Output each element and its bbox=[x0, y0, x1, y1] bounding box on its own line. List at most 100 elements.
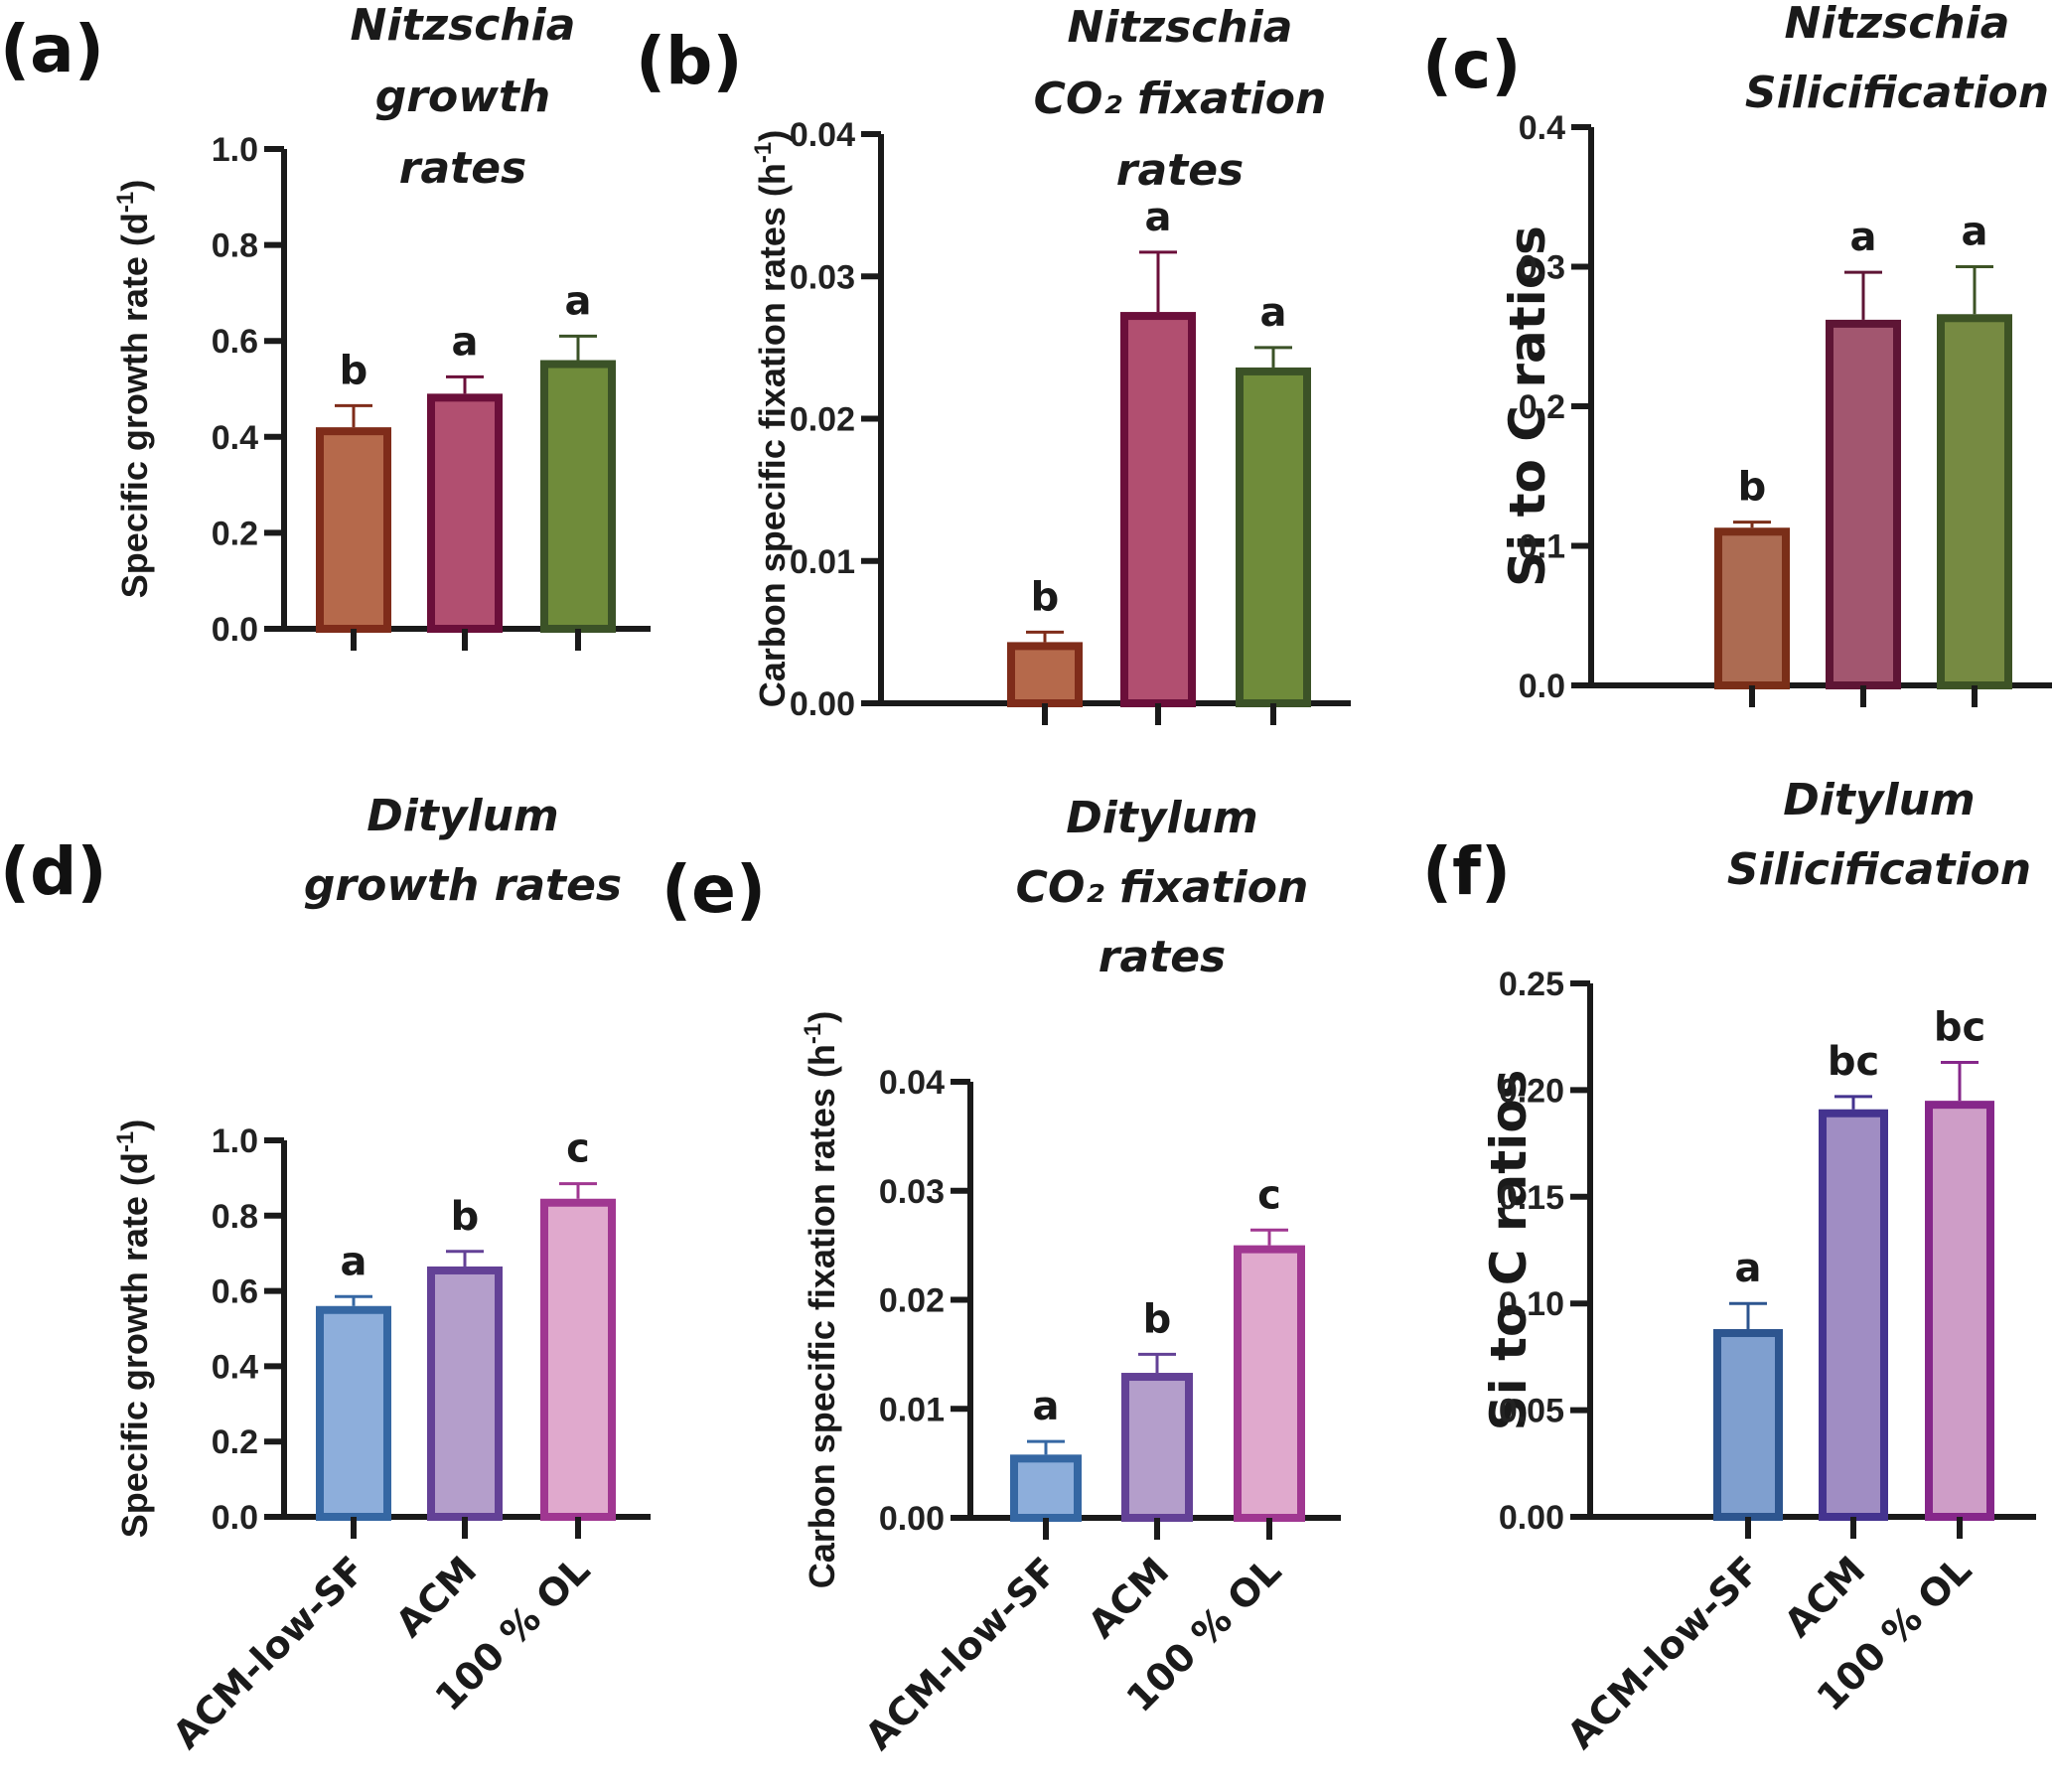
panel-title-line: rates bbox=[399, 143, 526, 194]
significance-letter: b bbox=[451, 1194, 480, 1240]
significance-letter: c bbox=[1257, 1172, 1281, 1218]
panel-title-line: Ditylum bbox=[1066, 793, 1258, 843]
y-tick-label: 0.4 bbox=[212, 1348, 258, 1386]
panel-title-line: Nitzschia bbox=[1785, 0, 2010, 49]
bar bbox=[316, 1305, 391, 1522]
bar bbox=[1120, 312, 1196, 707]
x-category-label: ACM-low-SF bbox=[856, 1549, 1066, 1758]
bar bbox=[1010, 1454, 1082, 1522]
panel-d: (d) Ditylum growth rates Specific growth ra… bbox=[0, 791, 651, 1757]
y-axis-label-text: Si to C ratios bbox=[1499, 225, 1556, 587]
y-axis-label-close: ) bbox=[752, 130, 793, 142]
y-tick-label: 0.8 bbox=[212, 227, 258, 265]
significance-letter: a bbox=[1735, 1246, 1762, 1291]
y-axis-label-text: Specific growth rate (d bbox=[114, 213, 155, 598]
panel-title-line: CO₂ fixation bbox=[1016, 862, 1309, 913]
y-tick-label: 0.05 bbox=[1499, 1393, 1564, 1430]
y-tick-label: 0.3 bbox=[1519, 249, 1565, 287]
panel-c: (c) Nitzschia Silicification Si to C ratios… bbox=[1422, 0, 2052, 707]
bar bbox=[1713, 1328, 1783, 1521]
y-axis-label: Specific growth rate (d-1) bbox=[112, 1120, 155, 1538]
y-axis-label-text: Carbon specific fixation rates (h bbox=[802, 1044, 842, 1588]
panel-title-line: rates bbox=[1099, 932, 1226, 982]
y-tick-label: 0.04 bbox=[879, 1064, 945, 1102]
significance-letter: a bbox=[1850, 215, 1877, 260]
y-axis-label-superscript: -1 bbox=[112, 192, 139, 213]
y-tick-label: 0.00 bbox=[1499, 1499, 1564, 1537]
panel-title-line: Nitzschia bbox=[351, 0, 576, 51]
y-axis-label-close: ) bbox=[114, 180, 155, 192]
y-tick-label: 0.1 bbox=[1519, 528, 1565, 566]
y-tick-label: 0.4 bbox=[1519, 109, 1565, 147]
y-tick-label: 0.6 bbox=[212, 1273, 258, 1311]
bar bbox=[1714, 527, 1790, 689]
panel-letter: (b) bbox=[636, 23, 743, 99]
panel-title-line: rates bbox=[1116, 145, 1244, 196]
panel-title-line: Ditylum bbox=[367, 791, 559, 841]
bar bbox=[427, 393, 503, 633]
panel-title-line: growth rates bbox=[304, 860, 622, 911]
y-tick-label: 0.6 bbox=[212, 323, 258, 361]
x-category-label: ACM-low-SF bbox=[1558, 1548, 1768, 1757]
significance-letter: a bbox=[1962, 210, 1988, 255]
y-tick-label: 0.00 bbox=[790, 685, 855, 723]
panel-a: (a) Nitzschia growth rates Specific growth r… bbox=[0, 0, 651, 651]
significance-letter: a bbox=[341, 1239, 367, 1284]
y-axis-label: Carbon specific fixation rates (h-1) bbox=[750, 130, 793, 707]
y-axis-label-superscript: -1 bbox=[112, 1131, 139, 1152]
significance-letter: a bbox=[1260, 290, 1287, 336]
y-tick-label: 0.03 bbox=[879, 1173, 945, 1211]
y-axis-label-text: Si to C ratios bbox=[1480, 1070, 1538, 1431]
panel-letter: (a) bbox=[0, 11, 104, 87]
y-axis-label: Si to C ratios bbox=[1499, 225, 1556, 587]
y-tick-label: 0.01 bbox=[790, 543, 855, 581]
bar bbox=[1234, 1245, 1305, 1522]
panel-title-line: Ditylum bbox=[1783, 775, 1976, 825]
y-tick-label: 1.0 bbox=[212, 131, 258, 169]
y-tick-label: 0.2 bbox=[1519, 388, 1565, 426]
x-category-label: ACM bbox=[1080, 1549, 1177, 1646]
panel-letter: (f) bbox=[1422, 833, 1511, 910]
bar bbox=[316, 427, 391, 634]
y-axis-label-text: Carbon specific fixation rates (h bbox=[752, 163, 793, 707]
significance-letter: bc bbox=[1934, 1004, 1985, 1050]
panel-title-line: growth bbox=[375, 72, 550, 122]
y-tick-label: 0.00 bbox=[879, 1500, 945, 1538]
panel-title-line: Nitzschia bbox=[1068, 2, 1293, 53]
bar bbox=[1236, 367, 1311, 707]
bar bbox=[427, 1266, 503, 1521]
y-tick-label: 0.20 bbox=[1499, 1072, 1564, 1110]
bar bbox=[540, 360, 616, 633]
significance-letter: a bbox=[565, 278, 592, 324]
y-axis-label: Carbon specific fixation rates (h-1) bbox=[800, 1011, 842, 1588]
panel-title-line: Silicification bbox=[1745, 68, 2049, 118]
y-tick-label: 0.0 bbox=[1519, 668, 1565, 705]
y-tick-label: 1.0 bbox=[212, 1122, 258, 1160]
y-axis-label-close: ) bbox=[114, 1120, 155, 1131]
y-axis-label-text: Specific growth rate (d bbox=[114, 1152, 155, 1538]
bar bbox=[1121, 1373, 1193, 1522]
y-tick-label: 0.10 bbox=[1499, 1285, 1564, 1323]
bar bbox=[1937, 314, 2012, 689]
significance-letter: c bbox=[566, 1126, 590, 1172]
panel-title-line: Silicification bbox=[1727, 844, 2031, 895]
panel-e: (e) Ditylum CO₂ fixation rates Carbon specif… bbox=[661, 793, 1341, 1758]
y-axis-label: Specific growth rate (d-1) bbox=[112, 180, 155, 598]
x-category-label: ACM bbox=[1776, 1548, 1873, 1645]
y-tick-label: 0.04 bbox=[790, 116, 855, 154]
bar bbox=[1819, 1109, 1888, 1522]
y-tick-label: 0.03 bbox=[790, 258, 855, 296]
y-tick-label: 0.01 bbox=[879, 1391, 945, 1428]
significance-letter: b bbox=[1738, 465, 1767, 511]
y-axis-label-superscript: -1 bbox=[750, 142, 777, 163]
y-tick-label: 0.25 bbox=[1499, 966, 1564, 1003]
bar bbox=[540, 1198, 616, 1521]
panel-title-line: CO₂ fixation bbox=[1034, 74, 1327, 124]
significance-letter: a bbox=[1145, 195, 1172, 240]
y-axis-label-superscript: -1 bbox=[800, 1023, 826, 1044]
y-tick-label: 0.02 bbox=[790, 401, 855, 439]
significance-letter: a bbox=[452, 319, 479, 365]
bar bbox=[1826, 319, 1901, 689]
